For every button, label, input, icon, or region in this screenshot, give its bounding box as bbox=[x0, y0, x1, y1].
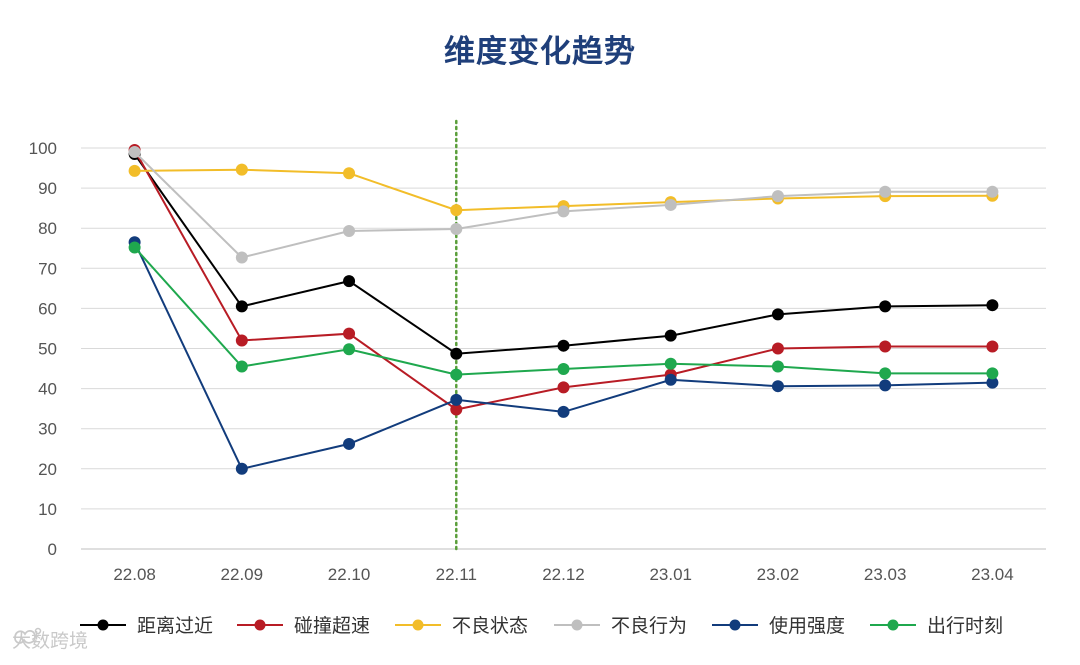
y-tick-label: 50 bbox=[38, 340, 57, 359]
data-point bbox=[450, 223, 463, 236]
data-point bbox=[879, 379, 892, 392]
watermark-logo-icon bbox=[14, 627, 42, 644]
data-point bbox=[128, 164, 141, 177]
data-point bbox=[450, 393, 463, 406]
x-tick-label: 23.01 bbox=[649, 565, 692, 584]
data-point bbox=[450, 403, 463, 416]
legend-item: 使用强度 bbox=[712, 615, 845, 637]
series-line bbox=[133, 241, 993, 470]
legend-item: 不良行为 bbox=[554, 615, 687, 637]
legend-label: 不良行为 bbox=[611, 615, 687, 637]
legend-marker bbox=[254, 619, 266, 631]
data-point bbox=[986, 299, 999, 312]
data-point bbox=[343, 225, 356, 238]
data-point bbox=[986, 376, 999, 389]
y-tick-label: 100 bbox=[29, 139, 57, 158]
legend-label: 不良状态 bbox=[452, 615, 528, 637]
data-point bbox=[343, 343, 356, 356]
data-point bbox=[879, 340, 892, 353]
data-point bbox=[235, 300, 248, 313]
y-tick-label: 0 bbox=[48, 540, 57, 559]
data-point bbox=[235, 334, 248, 347]
data-point bbox=[664, 329, 677, 342]
data-point bbox=[557, 405, 570, 418]
data-point bbox=[235, 163, 248, 176]
legend-marker bbox=[97, 619, 109, 631]
series-6 bbox=[128, 241, 999, 381]
legend-item: 不良状态 bbox=[395, 615, 528, 637]
series-5 bbox=[128, 236, 999, 475]
data-point bbox=[771, 308, 784, 321]
x-tick-label: 22.11 bbox=[436, 565, 477, 584]
y-tick-label: 90 bbox=[38, 179, 57, 198]
data-point bbox=[986, 367, 999, 380]
y-tick-label: 70 bbox=[38, 259, 57, 278]
data-point bbox=[879, 367, 892, 380]
legend-marker bbox=[571, 619, 583, 631]
data-point bbox=[343, 437, 356, 450]
legend-label: 距离过近 bbox=[137, 615, 213, 637]
data-point bbox=[879, 300, 892, 313]
legend-marker bbox=[887, 619, 899, 631]
legend-label: 出行时刻 bbox=[927, 615, 1003, 637]
data-point bbox=[128, 146, 141, 159]
data-point bbox=[986, 185, 999, 198]
series-line bbox=[133, 246, 993, 376]
y-tick-label: 10 bbox=[38, 500, 57, 519]
data-point bbox=[235, 251, 248, 264]
x-tick-label: 23.03 bbox=[864, 565, 907, 584]
x-tick-label: 22.09 bbox=[221, 565, 264, 584]
legend-item: 碰撞超速 bbox=[237, 615, 370, 637]
y-tick-label: 60 bbox=[38, 299, 57, 318]
legend-item: 出行时刻 bbox=[870, 615, 1003, 637]
legend: 距离过近 碰撞超速 不良状态 不良行为 使用强度 出行时刻 bbox=[80, 615, 1003, 637]
data-point bbox=[343, 167, 356, 180]
watermark: 大数跨境 bbox=[12, 626, 88, 653]
y-tick-label: 40 bbox=[38, 380, 57, 399]
chart-title: 维度变化趋势 bbox=[444, 34, 636, 70]
data-point bbox=[128, 241, 141, 254]
data-point bbox=[664, 198, 677, 211]
data-point bbox=[450, 368, 463, 381]
x-tick-label: 22.08 bbox=[113, 565, 156, 584]
data-point bbox=[557, 362, 570, 375]
series-line bbox=[133, 153, 993, 355]
data-point bbox=[450, 204, 463, 217]
data-point bbox=[771, 360, 784, 373]
x-axis-ticks: 22.08 22.09 22.10 22.11 22.12 23.01 23.02 23.03… bbox=[113, 565, 1013, 584]
data-point bbox=[664, 357, 677, 370]
watermark-text: 大数跨境 bbox=[12, 630, 89, 652]
x-tick-label: 22.12 bbox=[542, 565, 585, 584]
series-4 bbox=[128, 146, 999, 264]
y-tick-label: 30 bbox=[38, 420, 57, 439]
data-point bbox=[343, 275, 356, 288]
y-tick-label: 20 bbox=[38, 460, 57, 479]
data-point bbox=[879, 185, 892, 198]
data-point bbox=[557, 339, 570, 352]
data-point bbox=[235, 462, 248, 475]
data-point bbox=[343, 327, 356, 340]
data-point bbox=[771, 380, 784, 393]
legend-marker bbox=[412, 619, 424, 631]
data-point bbox=[664, 373, 677, 386]
data-point bbox=[771, 342, 784, 355]
data-point bbox=[771, 190, 784, 203]
y-axis-ticks: 0 10 20 30 40 50 60 70 80 90 100 bbox=[29, 139, 57, 559]
legend-label: 碰撞超速 bbox=[294, 615, 370, 637]
data-point bbox=[986, 340, 999, 353]
legend-label: 使用强度 bbox=[769, 615, 845, 637]
data-point bbox=[450, 347, 463, 360]
y-tick-label: 80 bbox=[38, 219, 57, 238]
legend-marker bbox=[729, 619, 741, 631]
series-group bbox=[128, 144, 999, 475]
x-tick-label: 23.02 bbox=[757, 565, 800, 584]
legend-item: 距离过近 bbox=[80, 615, 213, 637]
data-point bbox=[557, 381, 570, 394]
data-point bbox=[235, 360, 248, 373]
x-tick-label: 23.04 bbox=[971, 565, 1014, 584]
data-point bbox=[557, 205, 570, 218]
x-tick-label: 22.10 bbox=[328, 565, 371, 584]
